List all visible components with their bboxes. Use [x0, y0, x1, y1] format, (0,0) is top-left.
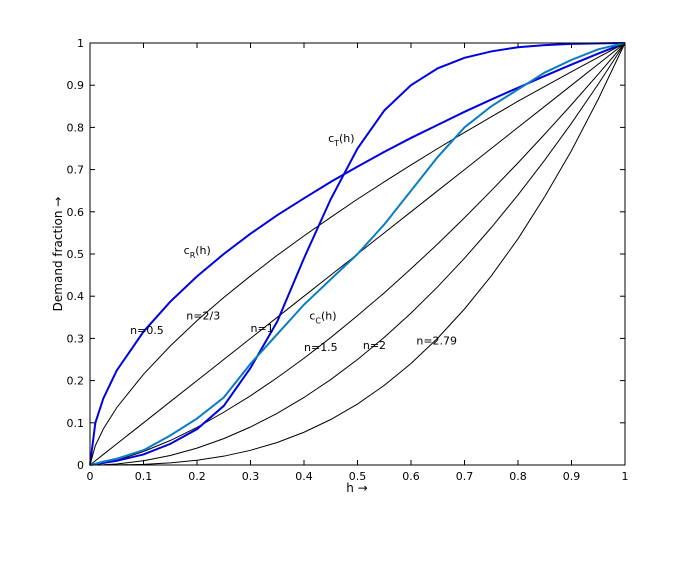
annotation-base: c — [184, 244, 190, 257]
x-tick-label: 0.5 — [349, 470, 367, 483]
x-tick-label: 1 — [622, 470, 629, 483]
x-tick-label: 0.1 — [135, 470, 153, 483]
annotation: n=2/3 — [186, 309, 220, 322]
annotation: cR(h) — [184, 244, 211, 260]
annotation: cC(h) — [309, 309, 336, 325]
y-axis-label: Demand fraction → — [51, 197, 65, 312]
x-tick-label: 0.6 — [402, 470, 420, 483]
annotation-sub: R — [190, 251, 196, 260]
x-tick-label: 0 — [87, 470, 94, 483]
annotation-tail: (h) — [195, 244, 211, 257]
y-tick-label: 0.3 — [67, 332, 85, 345]
y-tick-label: 0.9 — [67, 79, 85, 92]
x-tick-label: 0.8 — [509, 470, 527, 483]
series-line — [89, 42, 626, 466]
x-tick-label: 0.7 — [456, 470, 474, 483]
y-tick-label: 0.2 — [67, 375, 85, 388]
y-tick-label: 0.7 — [67, 164, 85, 177]
annotation-base: c — [328, 132, 334, 145]
series-line — [89, 42, 626, 466]
annotation-sub: T — [333, 139, 339, 148]
y-tick-label: 0.8 — [67, 121, 85, 134]
plot-frame — [89, 42, 626, 466]
annotation: cT(h) — [328, 132, 355, 148]
x-tick-label: 0.4 — [295, 470, 313, 483]
annotation: n=1 — [251, 322, 274, 335]
annotation: n=2 — [363, 339, 386, 352]
y-tick-label: 0.1 — [67, 417, 85, 430]
x-axis-label: h → — [346, 481, 367, 495]
annotation-tail: (h) — [321, 309, 337, 322]
y-tick-label: 1 — [77, 37, 84, 50]
annotation: n=1.5 — [304, 341, 338, 354]
series-line — [89, 42, 626, 466]
annotation-tail: (h) — [339, 132, 355, 145]
annotation-base: c — [309, 309, 315, 322]
series-line — [89, 42, 626, 466]
annotation-sub: C — [315, 316, 321, 325]
annotation: n=2.79 — [416, 335, 457, 348]
x-tick-label: 0.9 — [563, 470, 581, 483]
y-tick-label: 0 — [77, 459, 84, 472]
y-tick-label: 0.4 — [67, 290, 85, 303]
series-line — [89, 42, 626, 466]
x-tick-label: 0.3 — [242, 470, 260, 483]
annotation: n=0.5 — [130, 324, 164, 337]
y-tick-label: 0.6 — [67, 206, 85, 219]
series-line — [89, 42, 626, 466]
y-tick-label: 0.5 — [67, 248, 85, 261]
x-tick-label: 0.2 — [188, 470, 206, 483]
